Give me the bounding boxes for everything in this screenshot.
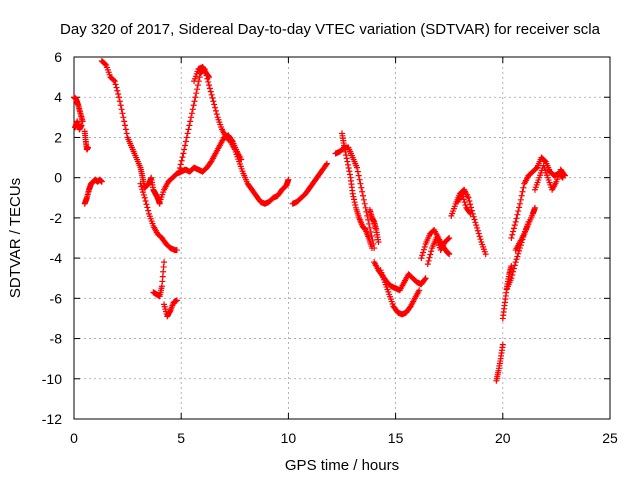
x-tick-label: 15	[388, 430, 404, 446]
y-tick-label: 2	[54, 129, 62, 145]
axis-ticks: 0 5 10 15 20 25 -12 -10 -8 -6 -4 -2 0 2 4 6	[42, 49, 618, 446]
series-s11	[176, 66, 292, 207]
y-tick-label: -12	[42, 411, 62, 427]
y-tick-label: 0	[54, 170, 62, 186]
y-tick-label: -8	[50, 331, 63, 347]
chart-title: Day 320 of 2017, Sidereal Day-to-day VTE…	[60, 21, 601, 38]
point-markers	[81, 128, 91, 153]
series-s20	[424, 235, 453, 268]
point-markers	[493, 341, 506, 384]
y-tick-label: -6	[50, 290, 63, 306]
point-markers	[512, 204, 538, 254]
y-tick-label: 6	[54, 49, 62, 65]
point-markers	[371, 259, 429, 294]
x-tick-label: 20	[495, 430, 511, 446]
series-s13	[289, 160, 330, 207]
point-markers	[508, 154, 566, 241]
series-s2	[72, 118, 85, 133]
point-markers	[531, 162, 568, 193]
point-markers	[141, 174, 163, 207]
grid	[74, 57, 610, 419]
series-s4	[81, 176, 105, 207]
series-s16	[366, 206, 382, 246]
y-axis-label: SDTVAR / TECUs	[7, 178, 24, 298]
point-markers	[150, 259, 168, 300]
x-axis-label: GPS time / hours	[285, 457, 399, 474]
x-tick-label: 10	[281, 430, 297, 446]
y-tick-label: -10	[42, 371, 62, 387]
series-s15	[339, 130, 376, 252]
series-s27	[531, 162, 568, 193]
series-s28	[512, 204, 538, 254]
point-markers	[424, 235, 453, 268]
series-s8	[150, 259, 168, 300]
series-s18	[377, 267, 423, 318]
point-markers	[366, 206, 382, 246]
point-markers	[72, 118, 85, 133]
x-tick-label: 25	[602, 430, 618, 446]
point-markers	[289, 160, 330, 207]
plot-frame	[73, 56, 611, 420]
data-points	[71, 58, 568, 384]
x-tick-label: 5	[177, 430, 185, 446]
y-tick-label: 4	[54, 89, 62, 105]
series-s22	[454, 190, 474, 217]
point-markers	[191, 64, 213, 85]
series-s6	[141, 174, 163, 207]
point-markers	[448, 186, 489, 258]
point-markers	[81, 176, 105, 207]
y-tick-label: -4	[50, 250, 63, 266]
series-s1	[71, 94, 86, 125]
series-s7	[137, 180, 180, 254]
y-tick-label: -2	[50, 210, 63, 226]
series-s26	[508, 154, 566, 241]
point-markers	[98, 58, 148, 191]
series-s12	[191, 64, 213, 85]
point-markers	[377, 267, 423, 318]
point-markers	[161, 297, 180, 320]
point-markers	[454, 190, 474, 217]
point-markers	[137, 180, 180, 254]
series-s23	[493, 341, 506, 384]
series-s3	[81, 128, 91, 153]
point-markers	[176, 66, 292, 207]
series-s5	[98, 58, 148, 191]
point-markers	[71, 94, 86, 125]
series-s17	[371, 259, 429, 294]
series-s9	[161, 297, 180, 320]
point-markers	[339, 130, 376, 252]
series-s21	[448, 186, 489, 258]
x-tick-label: 0	[70, 430, 78, 446]
